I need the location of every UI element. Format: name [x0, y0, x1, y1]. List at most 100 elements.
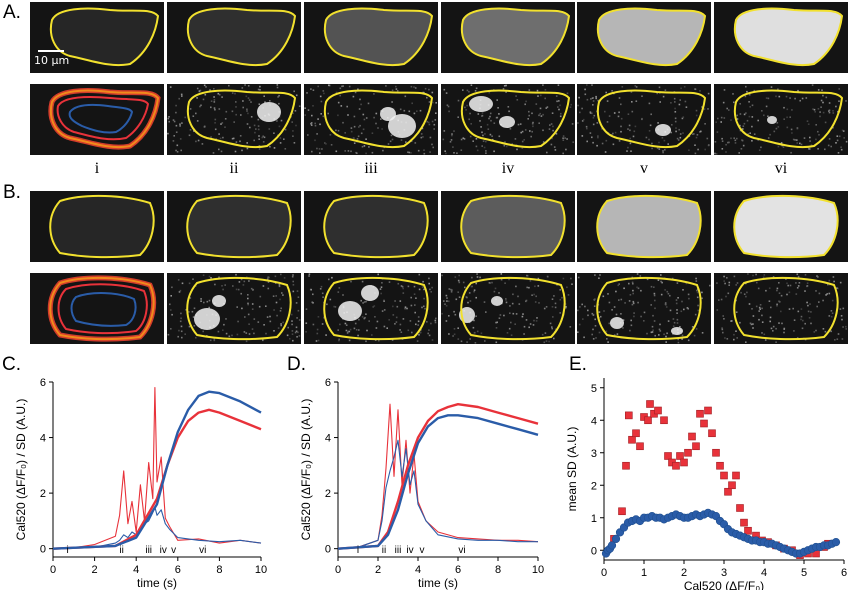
- image-a-bottom-2: [167, 84, 301, 155]
- image-b-bottom-4: [441, 273, 575, 344]
- data-point-square: [688, 432, 696, 441]
- stage-marker: vi: [199, 545, 206, 556]
- panel-label: D.: [287, 354, 306, 375]
- data-point-square: [712, 448, 720, 457]
- stage-marker: i: [66, 545, 68, 556]
- x-tick-label: 2: [92, 564, 98, 576]
- panel-label: C.: [2, 354, 21, 375]
- data-point-square: [720, 471, 728, 480]
- stage-marker: ii: [382, 545, 386, 556]
- image-a-top-5: [577, 2, 711, 73]
- data-point-square: [676, 452, 684, 460]
- data-point-square: [692, 442, 700, 451]
- stage-marker: i: [357, 545, 359, 556]
- x-tick-label: 0: [601, 567, 607, 579]
- image-a-top-2: [167, 2, 301, 73]
- image-b-top-5: [577, 191, 711, 262]
- image-b-top-1: [30, 191, 164, 262]
- image-b-top-2: [167, 191, 301, 262]
- data-point-square: [618, 507, 626, 516]
- data-point-square: [696, 409, 704, 418]
- stage-label-6: vi: [774, 160, 788, 177]
- image-a-bottom-1: [30, 84, 164, 155]
- image-a-bottom-4: [441, 84, 575, 155]
- image-b-top-3: [304, 191, 438, 262]
- data-point-square: [646, 400, 654, 408]
- data-point-circle: [831, 538, 841, 547]
- data-point-square: [664, 452, 672, 460]
- data-point-square: [680, 458, 688, 467]
- y-tick-label: 0: [40, 544, 46, 556]
- y-tick-label: 3: [591, 448, 597, 460]
- stage-marker: v: [420, 545, 425, 556]
- x-tick-label: 3: [721, 567, 727, 579]
- x-tick-label: 2: [681, 567, 687, 579]
- data-point-square: [628, 435, 636, 444]
- data-point-square: [732, 471, 740, 480]
- image-b-bottom-1: [30, 273, 164, 344]
- series-line-3: [52, 408, 262, 550]
- x-tick-label: 10: [255, 564, 267, 576]
- y-tick-label: 4: [40, 433, 46, 445]
- image-b-top-6: [714, 191, 848, 262]
- y-tick-label: 0: [325, 544, 331, 556]
- stage-label-1: i: [94, 160, 100, 177]
- x-tick-label: 1: [641, 567, 647, 579]
- x-tick-label: 0: [50, 564, 56, 576]
- x-axis-label: Cal520 (ΔF/F₀): [684, 579, 764, 590]
- panel-label: E.: [569, 354, 587, 375]
- image-a-top-1: [30, 2, 164, 73]
- data-point-square: [644, 416, 652, 425]
- image-b-bottom-3: [304, 273, 438, 344]
- x-tick-label: 4: [761, 567, 767, 579]
- panel-b-label: B.: [3, 182, 21, 203]
- data-point-square: [724, 487, 732, 496]
- y-tick-label: 6: [325, 377, 331, 389]
- data-point-square: [744, 526, 752, 535]
- stage-marker: vi: [458, 545, 465, 556]
- data-point-square: [654, 406, 662, 415]
- y-tick-label: 2: [591, 480, 597, 492]
- stage-label-3: iii: [364, 160, 378, 177]
- image-a-bottom-5: [577, 84, 711, 155]
- x-tick-label: 8: [495, 564, 501, 576]
- image-b-top-4: [441, 191, 575, 262]
- x-tick-label: 5: [801, 567, 807, 579]
- series-line-4: [337, 414, 539, 550]
- x-tick-label: 4: [415, 564, 421, 576]
- data-point-square: [700, 419, 708, 428]
- data-point-square: [704, 406, 712, 415]
- series-line-2: [52, 506, 262, 550]
- y-tick-label: 2: [40, 488, 46, 500]
- x-tick-label: 10: [532, 564, 544, 576]
- image-a-bottom-3: [304, 84, 438, 155]
- x-tick-label: 4: [133, 564, 139, 576]
- image-b-bottom-5: [577, 273, 711, 344]
- data-point-square: [624, 411, 633, 420]
- y-tick-label: 4: [325, 433, 331, 445]
- data-point-square: [708, 429, 716, 438]
- stage-marker: iv: [160, 545, 167, 556]
- series-line-1: [52, 387, 262, 550]
- chart-e: E. 0 1 2 3 4 5 6 0 1 2 3 4 5 Cal520 (ΔF/F₀) mean SD (A.…: [567, 354, 847, 590]
- x-tick-label: 6: [455, 564, 461, 576]
- data-point-square: [684, 448, 692, 457]
- y-axis-label: Cal520 (ΔF/F₀) / SD (A.U.): [299, 399, 313, 541]
- image-a-top-4: [441, 2, 575, 73]
- x-axis-label: time (s): [137, 576, 177, 590]
- stage-marker: ii: [119, 545, 123, 556]
- data-point-circle: [611, 534, 621, 543]
- image-a-bottom-6: [714, 84, 848, 155]
- y-tick-label: 6: [40, 377, 46, 389]
- stage-marker: iii: [145, 545, 152, 556]
- data-point-square: [660, 416, 668, 425]
- y-axis-label: mean SD (A.U.): [567, 427, 579, 512]
- x-tick-label: 6: [841, 567, 847, 579]
- x-tick-label: 6: [175, 564, 181, 576]
- scale-bar-label: 10 µm: [34, 54, 70, 67]
- stage-marker: v: [171, 545, 176, 556]
- image-b-bottom-6: [714, 273, 848, 344]
- stage-marker: iv: [406, 545, 413, 556]
